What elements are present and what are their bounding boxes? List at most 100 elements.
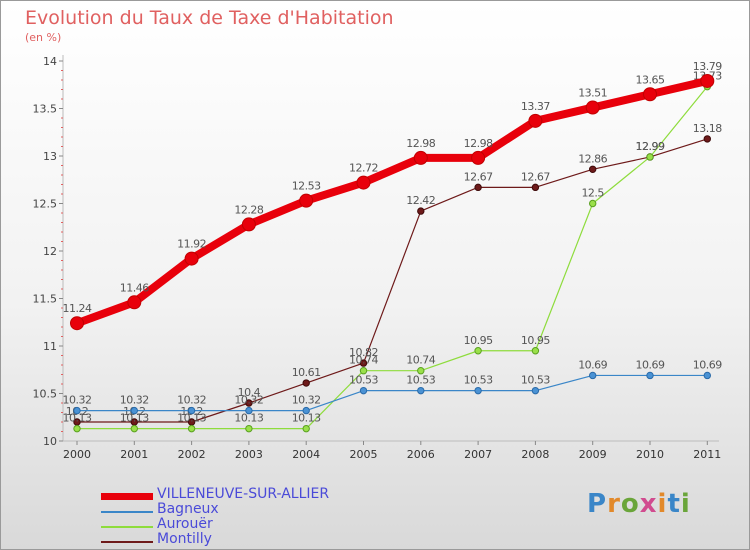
data-point <box>589 371 597 380</box>
data-label: 10.74 <box>349 354 378 367</box>
logo-letter: o <box>620 489 640 519</box>
axes: 10 10.5 11 11.5 12 12.5 13 13.5 14 2000 2001 2002 20… <box>33 55 721 461</box>
data-label: 10.61 <box>292 366 321 379</box>
data-label: 10.95 <box>464 334 493 347</box>
logo-letter: i <box>680 489 691 519</box>
y-tick-label: 12.5 <box>33 198 58 211</box>
data-point <box>359 359 368 367</box>
data-point <box>471 150 486 165</box>
data-label: 10.32 <box>177 394 206 407</box>
data-label: 10.74 <box>406 354 435 367</box>
data-point <box>359 386 368 395</box>
data-label: 12.53 <box>292 180 321 193</box>
y-tick-label: 13.5 <box>33 103 58 116</box>
data-label: 10.53 <box>464 374 493 387</box>
data-point <box>417 386 425 395</box>
data-point <box>531 183 540 192</box>
data-point <box>127 295 142 310</box>
chart-title: Evolution du Taux de Taxe d'Habitation <box>25 7 394 29</box>
legend-label: VILLENEUVE-SUR-ALLIER <box>157 486 330 502</box>
y-tick-label: 13 <box>43 150 57 163</box>
x-tick-label: 2005 <box>350 448 378 461</box>
data-label: 12.67 <box>464 170 493 183</box>
data-point <box>643 87 657 102</box>
data-point <box>299 193 314 208</box>
series-line <box>77 138 708 423</box>
y-tick-label: 11.5 <box>33 293 58 306</box>
data-label: 12.99 <box>636 140 665 153</box>
legend-swatch <box>101 526 153 528</box>
data-label: 10.53 <box>406 374 435 387</box>
data-point <box>130 406 139 415</box>
x-tick-label: 2004 <box>292 448 320 461</box>
data-point <box>241 217 256 232</box>
legend-label: Aurouër <box>157 516 213 532</box>
data-point <box>184 251 199 266</box>
x-tick-label: 2007 <box>464 448 492 461</box>
data-label: 13.18 <box>693 122 722 135</box>
data-point <box>359 367 368 375</box>
data-label: 10.32 <box>234 394 263 407</box>
data-label: 13.65 <box>636 73 665 86</box>
data-label: 11.92 <box>177 238 206 251</box>
x-tick-label: 2009 <box>579 448 607 461</box>
series-line <box>77 86 708 430</box>
data-label: 10.69 <box>693 358 722 371</box>
data-label: 10.13 <box>177 412 206 425</box>
data-label: 10.95 <box>521 334 550 347</box>
data-point <box>73 406 81 415</box>
data-label: 12.28 <box>234 203 263 216</box>
data-point <box>417 207 425 215</box>
data-label: 12.67 <box>521 170 550 183</box>
data-point <box>646 371 654 380</box>
data-label: 10.82 <box>349 346 378 359</box>
data-label: 12.42 <box>406 194 435 207</box>
data-point <box>130 424 139 433</box>
y-tick-label: 14 <box>43 55 57 68</box>
series-montilly: 10.210.210.210.410.6110.8212.4212.6712.6… <box>66 122 723 426</box>
data-label: 10.32 <box>120 394 149 407</box>
data-label: 10.69 <box>636 358 665 371</box>
data-label: 10.13 <box>292 412 321 425</box>
data-point <box>302 424 310 433</box>
data-point <box>531 386 540 395</box>
series-aurou-r: 10.13 10.13 10.13 10.13 10.13 10.74 10.74 10.95… <box>63 70 723 433</box>
x-tick-label: 2010 <box>636 448 664 461</box>
series-line <box>75 77 709 327</box>
y-tick-label: 11 <box>43 340 57 353</box>
data-point <box>528 113 543 128</box>
data-point <box>245 424 253 433</box>
data-label: 10.13 <box>120 412 149 425</box>
legend-label: Montilly <box>157 531 212 547</box>
proxiti-logo: Proxiti <box>587 489 691 519</box>
data-label: 12.72 <box>349 162 378 175</box>
data-point <box>700 73 715 88</box>
y-tick-label: 10 <box>43 435 57 448</box>
x-tick-label: 2011 <box>693 448 721 461</box>
data-point <box>703 371 711 380</box>
data-point <box>245 399 253 407</box>
x-tick-label: 2006 <box>407 448 435 461</box>
data-point <box>245 406 253 415</box>
x-tick-label: 2001 <box>120 448 148 461</box>
chart-unit: (en %) <box>25 31 62 44</box>
logo-letter: x <box>639 489 658 519</box>
data-label: 10.13 <box>63 412 92 425</box>
data-point <box>417 367 425 375</box>
data-point <box>589 199 597 208</box>
data-label: 11.24 <box>63 302 92 315</box>
x-tick-label: 2000 <box>63 448 91 461</box>
data-label: 12.86 <box>578 152 607 165</box>
x-tick-label: 2003 <box>235 448 263 461</box>
data-point <box>474 386 482 395</box>
data-point <box>413 150 428 165</box>
data-point <box>187 406 196 415</box>
logo-letter: r <box>607 489 621 519</box>
data-label: 10.32 <box>292 394 321 407</box>
data-point <box>703 135 711 143</box>
data-point <box>73 424 81 433</box>
data-label: 10.32 <box>63 394 92 407</box>
legend-label: Bagneux <box>157 501 219 517</box>
